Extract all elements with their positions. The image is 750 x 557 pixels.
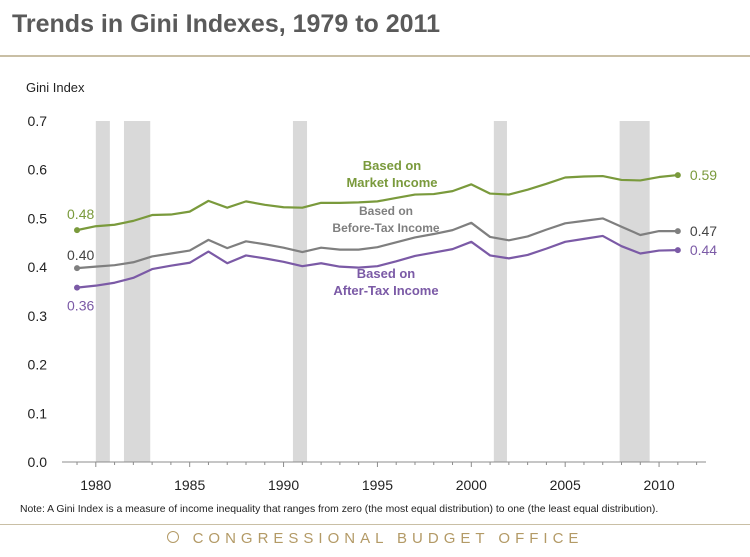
title-divider	[0, 55, 750, 57]
series-name-label: Based on	[363, 158, 422, 173]
x-tick-label: 2010	[643, 477, 674, 493]
chart-note: Note: A Gini Index is a measure of incom…	[20, 504, 659, 515]
series-end-label: 0.47	[690, 223, 717, 239]
series-name-label: Before-Tax Income	[332, 221, 439, 235]
series-line	[76, 234, 678, 289]
y-tick-label: 0.7	[28, 113, 48, 129]
y-tick-label: 0.4	[28, 259, 48, 275]
series-line	[76, 217, 678, 270]
y-axis-label: Gini Index	[26, 80, 85, 95]
cbo-seal-icon	[166, 531, 179, 544]
y-tick-label: 0.6	[28, 162, 48, 178]
series-end-point	[674, 172, 681, 179]
footer-divider	[0, 524, 750, 525]
page-title: Trends in Gini Indexes, 1979 to 2011	[12, 10, 440, 38]
series-start-label: 0.36	[67, 298, 94, 314]
series-name-label: Market Income	[346, 175, 437, 190]
recession-band	[292, 121, 308, 462]
series-end-point	[674, 247, 681, 254]
gini-chart: Gini Index 0.0 0.1 0.2 0.3 0.4 0.5 0.6 0.7 1980 19…	[26, 80, 717, 493]
series-name-label: After-Tax Income	[333, 283, 438, 298]
y-tick-label: 0.3	[28, 308, 48, 324]
recession-band	[619, 121, 650, 462]
x-tick-label: 1980	[80, 477, 111, 493]
y-tick-label: 0.2	[28, 357, 48, 373]
x-tick-label: 1995	[362, 477, 393, 493]
series-start-point	[74, 227, 81, 234]
x-tick-label: 2005	[550, 477, 581, 493]
series-start-label: 0.40	[67, 247, 94, 263]
series-start-point	[74, 265, 81, 272]
recession-band	[493, 121, 507, 462]
series-start-label: 0.48	[67, 206, 94, 222]
footer: CONGRESSIONAL BUDGET OFFICE	[0, 530, 750, 547]
footer-text: CONGRESSIONAL BUDGET OFFICE	[192, 530, 584, 547]
series-end-point	[674, 228, 681, 235]
series-end-label: 0.59	[690, 167, 717, 183]
y-tick-label: 0.5	[28, 210, 48, 226]
series-line	[76, 173, 678, 232]
recession-band	[123, 121, 151, 462]
y-tick-label: 0.0	[28, 454, 48, 470]
x-tick-label: 1985	[174, 477, 205, 493]
recession-band	[95, 121, 110, 462]
series-name-label: Based on	[359, 204, 413, 218]
series-name-label: Based on	[357, 266, 416, 281]
x-tick-label: 1990	[268, 477, 299, 493]
x-tick-label: 2000	[456, 477, 487, 493]
series-end-label: 0.44	[690, 242, 717, 258]
series-start-point	[74, 284, 81, 291]
y-tick-label: 0.1	[28, 405, 48, 421]
